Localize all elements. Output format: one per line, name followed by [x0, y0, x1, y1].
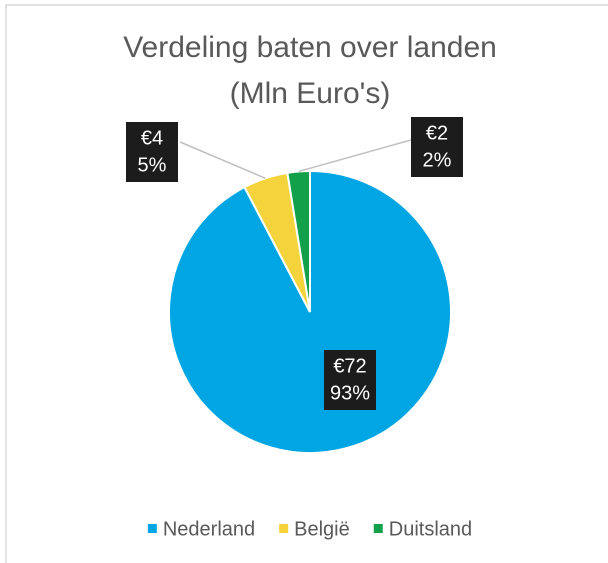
data-label: 93% [330, 382, 370, 404]
data-label-box [411, 117, 463, 177]
data-label: €4 [141, 127, 163, 149]
data-label: 5% [138, 154, 167, 176]
data-label-box [324, 350, 376, 410]
legend-label: België [294, 518, 350, 540]
data-label-box [126, 122, 178, 182]
data-label: €2 [426, 122, 448, 144]
leader-line [298, 139, 412, 173]
legend-label: Nederland [163, 518, 255, 540]
legend: Nederland België Duitsland [147, 518, 472, 540]
data-label: 2% [423, 149, 452, 171]
legend-swatch [147, 524, 157, 533]
chart-title: Verdeling baten over landen [123, 31, 497, 64]
chart-title: (Mln Euro's) [230, 77, 391, 110]
data-label: €72 [333, 355, 366, 377]
legend-label: Duitsland [389, 518, 472, 540]
legend-swatch [373, 524, 383, 533]
legend-swatch [279, 524, 289, 533]
leader-line [179, 141, 266, 179]
pie-slice [286, 169, 311, 313]
